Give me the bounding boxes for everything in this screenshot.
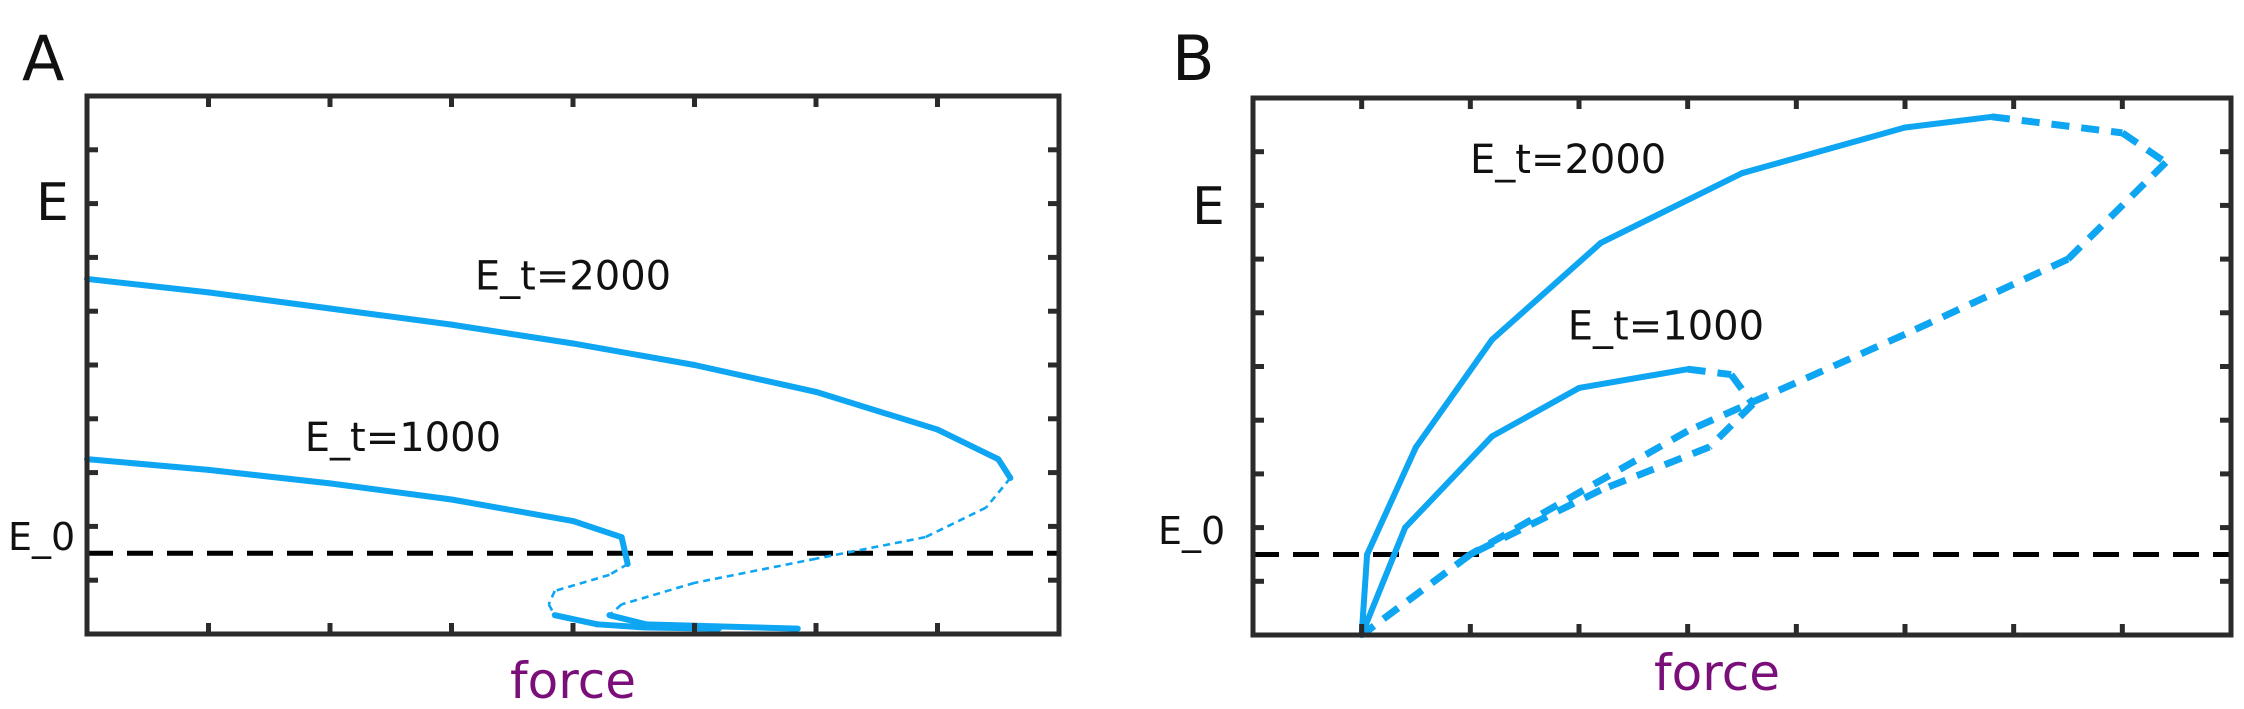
panel-a-series-1-segment <box>606 612 649 628</box>
panel-a-series-2-segment <box>570 518 625 541</box>
panel-b-series-1-segment <box>1413 336 1496 451</box>
panel-b-series-2-segment <box>1576 366 1691 391</box>
panel-b-series-2-segment <box>1599 443 1711 494</box>
panel-a-series-2-segment <box>84 456 212 473</box>
panel-a-label: A <box>22 22 64 95</box>
panel-b-series-2-segment <box>1706 401 1756 450</box>
panel-b-series-2-segment <box>1468 486 1603 558</box>
panel-a-series-2-segment <box>327 480 455 503</box>
panel-a-series-1-segment <box>985 477 1012 509</box>
panel-a-series-1-segment <box>694 557 817 585</box>
panel-b-series-1-segment <box>1364 444 1419 558</box>
panel-b-plot-area: E_t=2000 E_t=1000 <box>1250 95 2234 638</box>
panel-b-series-label: E_t=2000 <box>1470 137 1666 183</box>
panel-b-y-axis-label: E <box>1192 177 1225 237</box>
panel-a-series-2-segment <box>594 621 649 631</box>
panel-a-series-1-segment <box>995 456 1014 481</box>
panel-b-series-1-segment <box>1903 255 2070 338</box>
panel-a-series-label: E_t=1000 <box>305 415 501 461</box>
panel-a-series-1-segment <box>813 388 941 433</box>
panel-b: B E E_0 E_t=2000 E_t=1000 force <box>1158 22 2234 702</box>
panel-b-series-label: E_t=1000 <box>1568 304 1764 350</box>
panel-b-series-1-segment <box>1739 124 1908 177</box>
panel-b-series-2-segment <box>1358 524 1409 638</box>
panel-a-series-2-segment <box>554 573 610 593</box>
panel-a-series-label: E_t=2000 <box>475 254 671 300</box>
panel-a-series-1-segment <box>570 340 698 368</box>
panel-b-series-1-segment <box>1902 113 1995 131</box>
panel-b-series-2-segment <box>1728 372 1756 407</box>
panel-a-series-2-segment <box>547 590 556 605</box>
panel-a-series-1-segment <box>84 275 212 296</box>
panel-a-y-axis-label: E <box>36 173 69 233</box>
panel-b-series-1-segment <box>1468 427 1690 558</box>
panel-b-label: B <box>1172 22 1215 95</box>
panel-b-series-1-segment <box>1686 331 1907 435</box>
panel-b-series-1-segment <box>2120 130 2168 166</box>
panel-a-series-1-segment <box>327 305 455 328</box>
panel-b-x-axis-label: force <box>1654 644 1780 702</box>
panel-b-series-2-segment <box>1489 384 1582 440</box>
panel-a-e0-label: E_0 <box>8 515 75 559</box>
panel-a-series-1-segment <box>815 535 926 560</box>
panel-b-series-2-segment <box>1402 433 1496 531</box>
panel-a-series-1-segment <box>691 362 819 395</box>
panel-b-series-1-segment <box>1489 239 1604 343</box>
panel-b-series-2-segment <box>1359 551 1473 638</box>
panel-b-e0-label: E_0 <box>1158 509 1225 553</box>
panel-a-series-2-segment <box>618 534 631 568</box>
panel-a-series-1-segment <box>448 321 576 347</box>
panel-a: A E E_0 E_t=2000 E_t=1000 force <box>8 22 1062 709</box>
panel-a-plot-area: E_t=2000 E_t=1000 <box>84 93 1062 637</box>
panel-a-series-2-segment <box>205 466 333 487</box>
panel-b-series-1-segment <box>2065 159 2169 262</box>
panel-a-series-2-segment <box>642 624 722 632</box>
panel-a-series-1-segment <box>924 506 987 539</box>
panel-b-series-1-segment <box>1597 170 1745 246</box>
panel-a-series-1-segment <box>205 289 333 312</box>
panel-b-series-1-segment <box>1358 551 1371 638</box>
panel-a-series-2-segment <box>608 562 629 576</box>
panel-a-series-2-segment <box>448 496 576 525</box>
panel-a-series-1-segment <box>621 581 695 606</box>
panel-b-series-2-segment <box>1687 365 1732 379</box>
panel-a-series-1-segment <box>934 426 1002 463</box>
panel-a-x-axis-label: force <box>510 652 636 709</box>
panel-b-series-1-segment <box>1991 113 2123 137</box>
panel-a-series-2-segment <box>551 612 601 628</box>
panel-a-series-2-segment <box>547 603 556 616</box>
